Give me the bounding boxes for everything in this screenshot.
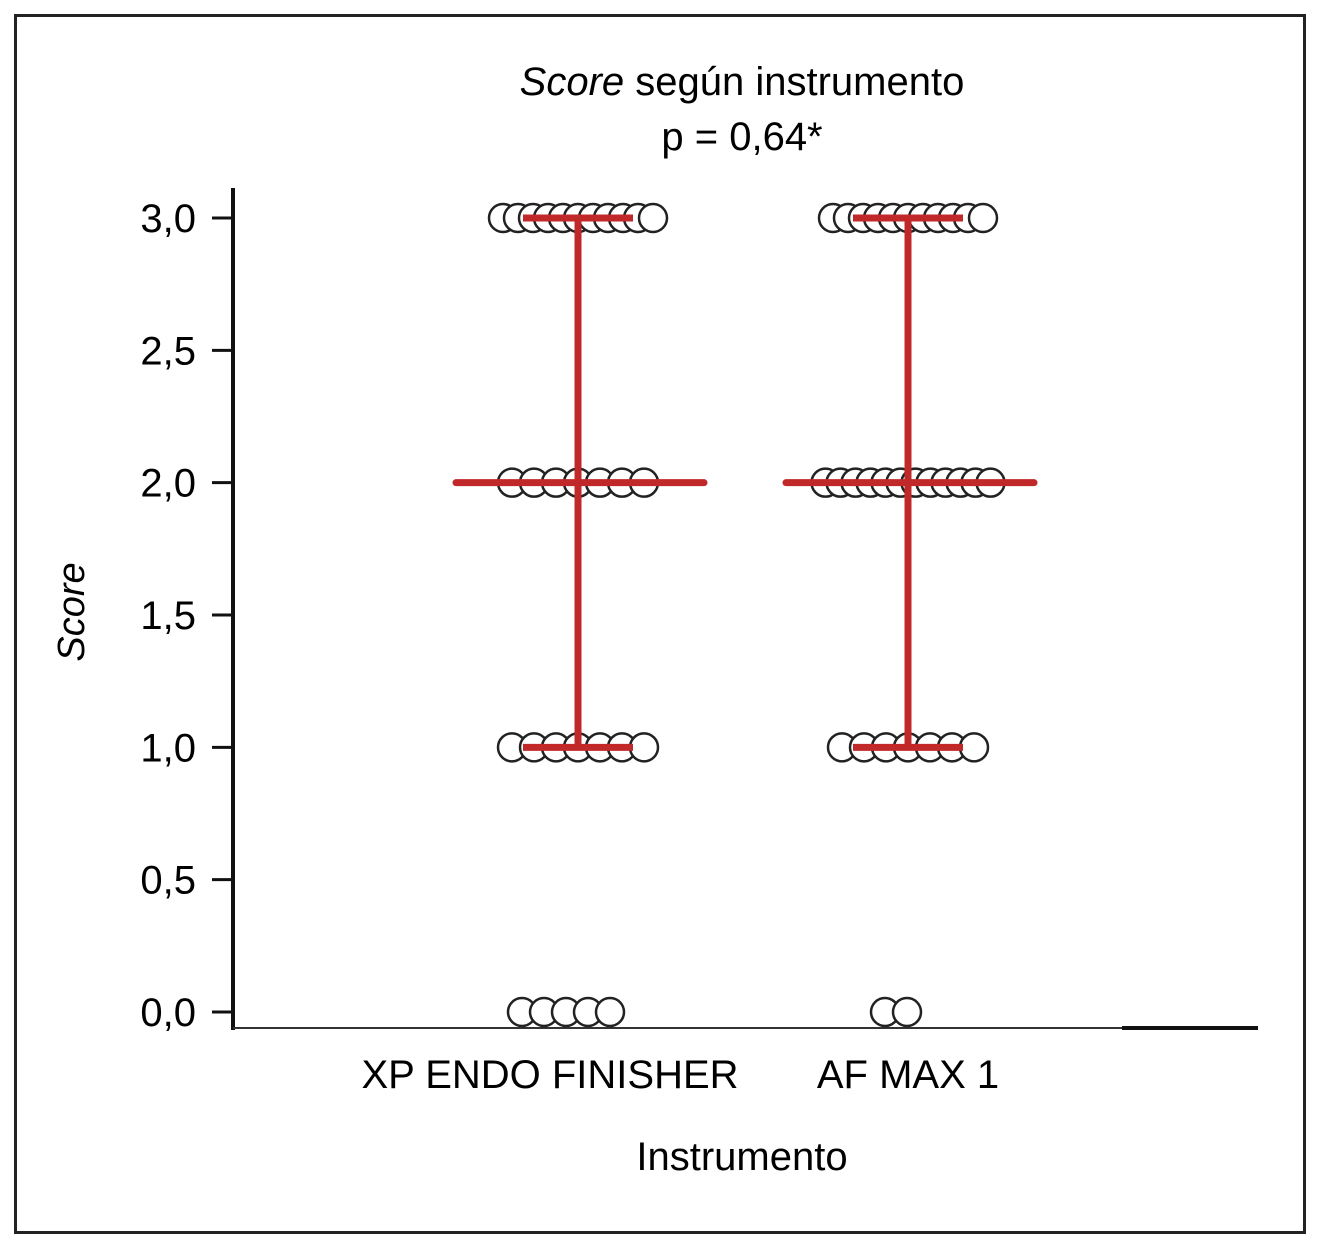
- data-point: [628, 732, 660, 763]
- y-tick-label: 1,0: [140, 726, 196, 770]
- data-point: [958, 732, 990, 763]
- data-point: [891, 996, 923, 1028]
- figure-frame: [14, 14, 1306, 1234]
- y-axis-label: Score: [51, 562, 93, 661]
- chart-title: Score según instrumento: [520, 60, 965, 104]
- chart-subtitle: p = 0,64*: [661, 115, 822, 159]
- data-point: [637, 202, 669, 234]
- x-axis-label: Instrumento: [636, 1135, 847, 1179]
- y-tick-label: 0,0: [140, 991, 196, 1035]
- y-tick-label: 2,0: [140, 462, 196, 506]
- x-tick-label: AF MAX 1: [817, 1053, 999, 1097]
- x-tick-label: XP ENDO FINISHER: [361, 1053, 738, 1097]
- y-tick-label: 2,5: [140, 329, 196, 373]
- data-point: [594, 996, 626, 1028]
- y-tick-label: 1,5: [140, 594, 196, 638]
- data-point: [967, 202, 999, 234]
- y-tick-label: 3,0: [140, 197, 196, 241]
- y-tick-label: 0,5: [140, 859, 196, 903]
